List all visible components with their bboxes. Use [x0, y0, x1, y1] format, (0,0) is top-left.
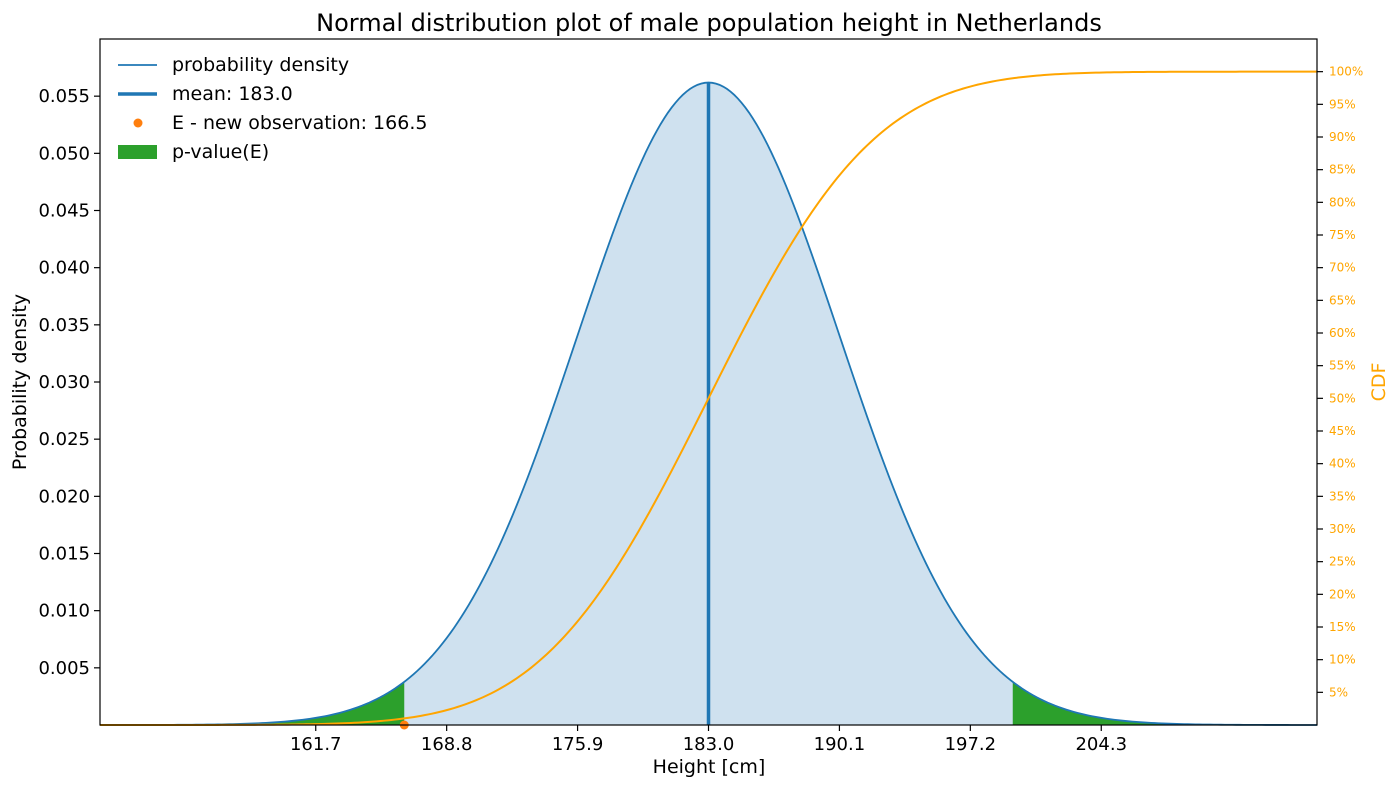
- y-tick-label: 0.025: [38, 429, 90, 450]
- y2-tick-label: 35%: [1329, 489, 1356, 503]
- chart-title: Normal distribution plot of male populat…: [316, 9, 1102, 37]
- y2-tick-label: 50%: [1329, 391, 1356, 405]
- x-tick-label: 190.1: [814, 734, 866, 755]
- y2-tick-label: 5%: [1329, 685, 1348, 699]
- legend: probability density mean: 183.0 E - new ob…: [118, 54, 427, 163]
- x-tick-label: 197.2: [945, 734, 997, 755]
- y2-tick-label: 45%: [1329, 424, 1356, 438]
- pdf-line: [100, 81, 1317, 726]
- y-tick-label: 0.045: [38, 201, 90, 222]
- p-value-left-tail: [100, 681, 405, 725]
- y-tick-label: 0.015: [38, 544, 90, 565]
- y2-tick-label: 15%: [1329, 620, 1356, 634]
- y-tick-label: 0.055: [38, 86, 90, 107]
- chart-area-layer: 161.7 168.8 175.9 183.0 190.1 197.2 204.3 0.005…: [38, 38, 1363, 755]
- y2-tick-label: 80%: [1329, 195, 1356, 209]
- x-tick-label: 175.9: [552, 734, 604, 755]
- p-value-right-tail: [1012, 681, 1317, 725]
- y2-tick-label: 70%: [1329, 261, 1356, 275]
- y2-tick-label: 65%: [1329, 293, 1356, 307]
- legend-label: p-value(E): [172, 141, 269, 163]
- legend-observation-swatch: [133, 118, 143, 128]
- legend-label: mean: 183.0: [172, 83, 293, 105]
- y2-tick-label: 95%: [1329, 97, 1356, 111]
- y-tick-label: 0.050: [38, 143, 90, 164]
- y2-tick-label: 55%: [1329, 359, 1356, 373]
- y-axis-label: Probability density: [9, 294, 31, 470]
- x-tick-label: 204.3: [1075, 734, 1127, 755]
- y-tick-label: 0.040: [38, 258, 90, 279]
- y2-tick-label: 100%: [1329, 65, 1363, 79]
- y2-tick-label: 20%: [1329, 587, 1356, 601]
- x-tick-label: 168.8: [421, 734, 473, 755]
- legend-p-value-swatch: [118, 145, 157, 159]
- legend-label: E - new observation: 166.5: [172, 112, 427, 134]
- x-axis-label: Height [cm]: [653, 756, 766, 778]
- y2-tick-label: 25%: [1329, 555, 1356, 569]
- y2-tick-label: 10%: [1329, 653, 1356, 667]
- legend-label: probability density: [172, 54, 349, 76]
- y2-tick-label: 40%: [1329, 457, 1356, 471]
- y-tick-label: 0.005: [38, 658, 90, 679]
- y2-tick-label: 75%: [1329, 228, 1356, 242]
- x-tick-label: 161.7: [290, 734, 342, 755]
- y2-tick-label: 90%: [1329, 130, 1356, 144]
- x-tick-label: 183.0: [683, 734, 735, 755]
- y2-axis-label: CDF: [1368, 363, 1390, 402]
- y2-tick-label: 85%: [1329, 163, 1356, 177]
- y2-tick-label: 30%: [1329, 522, 1356, 536]
- y-tick-label: 0.010: [38, 601, 90, 622]
- y2-tick-label: 60%: [1329, 326, 1356, 340]
- y-tick-label: 0.030: [38, 372, 90, 393]
- y-tick-label: 0.035: [38, 315, 90, 336]
- y-tick-label: 0.020: [38, 486, 90, 507]
- cdf-line: [100, 70, 1317, 726]
